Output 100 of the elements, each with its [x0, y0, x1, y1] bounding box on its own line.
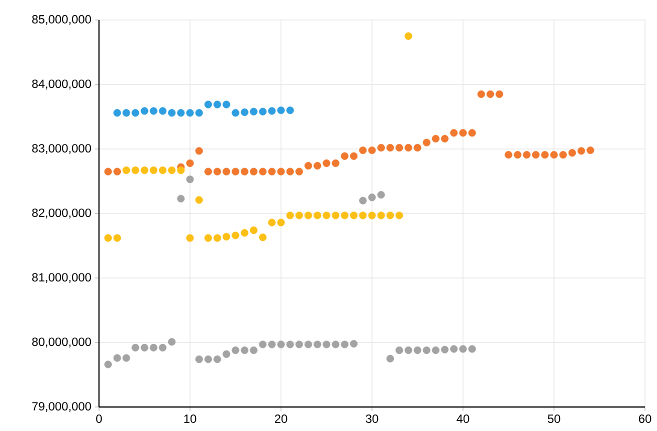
point — [104, 168, 112, 176]
point — [195, 196, 203, 204]
point — [332, 212, 340, 220]
point — [404, 144, 412, 152]
point — [150, 107, 158, 115]
point — [450, 129, 458, 137]
point — [304, 212, 312, 220]
point — [195, 147, 203, 155]
point — [158, 107, 166, 115]
point — [504, 151, 512, 159]
point — [441, 346, 449, 354]
y-tick-label: 81,000,000 — [32, 273, 92, 283]
point — [113, 234, 121, 242]
point — [250, 346, 258, 354]
point — [459, 129, 467, 137]
point — [340, 152, 348, 160]
point — [195, 109, 203, 117]
point — [386, 354, 394, 362]
point — [214, 234, 222, 242]
y-tick-label: 85,000,000 — [32, 15, 92, 25]
point — [532, 151, 540, 159]
point — [468, 129, 476, 137]
point — [322, 159, 330, 167]
point — [396, 144, 404, 152]
point — [322, 212, 330, 220]
point — [214, 168, 222, 176]
point — [132, 344, 140, 352]
point — [404, 346, 412, 354]
point — [386, 212, 394, 220]
point — [414, 346, 422, 354]
x-tick-label: 30 — [366, 414, 378, 423]
point — [177, 166, 185, 174]
point — [132, 166, 140, 174]
point — [104, 234, 112, 242]
point — [340, 340, 348, 348]
point — [186, 176, 194, 184]
y-tick-label: 83,000,000 — [32, 144, 92, 154]
point — [432, 134, 440, 142]
x-tick-label: 40 — [456, 414, 470, 423]
point — [122, 166, 130, 174]
point — [222, 100, 230, 108]
point — [140, 166, 148, 174]
point — [414, 144, 422, 152]
point — [204, 100, 212, 108]
point — [332, 159, 340, 167]
point — [377, 190, 385, 199]
point — [158, 344, 166, 352]
point — [232, 346, 240, 354]
point — [259, 234, 267, 242]
point — [222, 232, 230, 241]
point — [168, 166, 176, 174]
point — [368, 212, 376, 220]
point — [132, 109, 140, 117]
point — [304, 162, 312, 170]
point — [186, 234, 194, 242]
point — [286, 212, 294, 220]
point — [186, 159, 194, 167]
x-tick-label: 0 — [96, 414, 102, 423]
point — [122, 109, 130, 117]
point — [295, 340, 303, 348]
point — [240, 168, 248, 176]
point — [350, 152, 358, 160]
point — [359, 196, 367, 204]
point — [541, 151, 549, 159]
point — [359, 212, 367, 220]
point — [268, 340, 276, 348]
point — [468, 345, 476, 353]
point — [295, 212, 303, 220]
point — [277, 168, 285, 176]
point — [286, 168, 294, 176]
point — [232, 232, 240, 240]
point — [240, 346, 248, 354]
point — [368, 194, 376, 202]
point — [113, 168, 121, 176]
point — [550, 151, 558, 159]
point — [150, 166, 158, 174]
point — [377, 144, 385, 152]
point — [277, 218, 285, 226]
point — [314, 212, 322, 220]
point — [432, 346, 440, 354]
point — [277, 106, 285, 114]
y-tick-label: 84,000,000 — [32, 80, 92, 90]
point — [268, 218, 276, 226]
point — [578, 147, 586, 155]
point — [177, 194, 185, 202]
point — [559, 151, 567, 159]
point — [222, 350, 230, 358]
point — [232, 109, 240, 117]
point — [250, 108, 258, 116]
point — [396, 346, 404, 354]
point — [113, 354, 121, 362]
point — [240, 108, 248, 116]
point — [286, 340, 294, 348]
point — [240, 229, 248, 237]
point — [268, 168, 276, 176]
point — [286, 106, 294, 114]
point — [368, 146, 376, 154]
point — [350, 340, 358, 348]
point — [459, 345, 467, 353]
point — [204, 234, 212, 242]
